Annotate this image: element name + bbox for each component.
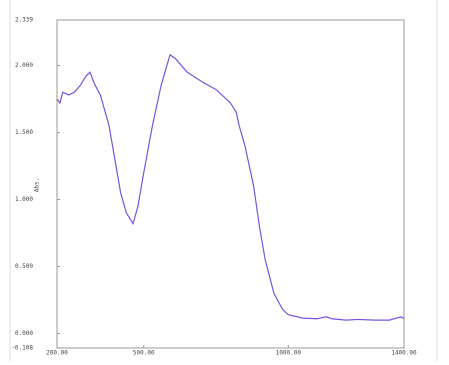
x-tick-label: 200.00	[46, 350, 68, 357]
y-tick-label: -0.108	[11, 345, 33, 352]
y-tick-label: 1.000	[15, 196, 33, 203]
y-tick-label: 2.000	[15, 62, 33, 69]
plot-frame	[56, 19, 405, 349]
x-tick-label: 500.00	[133, 350, 155, 357]
y-tick-label: 1.500	[15, 129, 33, 136]
x-tick-label: 1000.00	[276, 350, 302, 357]
x-tick-label: 1400.00	[391, 350, 417, 357]
y-axis-label: Abs.	[34, 178, 41, 192]
spectrum-line	[56, 53, 405, 321]
y-tick-label: 0.000	[15, 330, 33, 337]
y-tick-label: 0.500	[15, 263, 33, 270]
y-tick-label: 2.339	[15, 17, 33, 24]
